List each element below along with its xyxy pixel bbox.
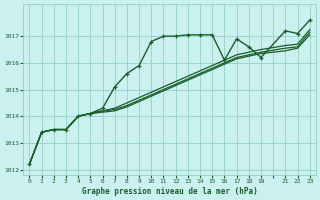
X-axis label: Graphe pression niveau de la mer (hPa): Graphe pression niveau de la mer (hPa) [82,187,258,196]
